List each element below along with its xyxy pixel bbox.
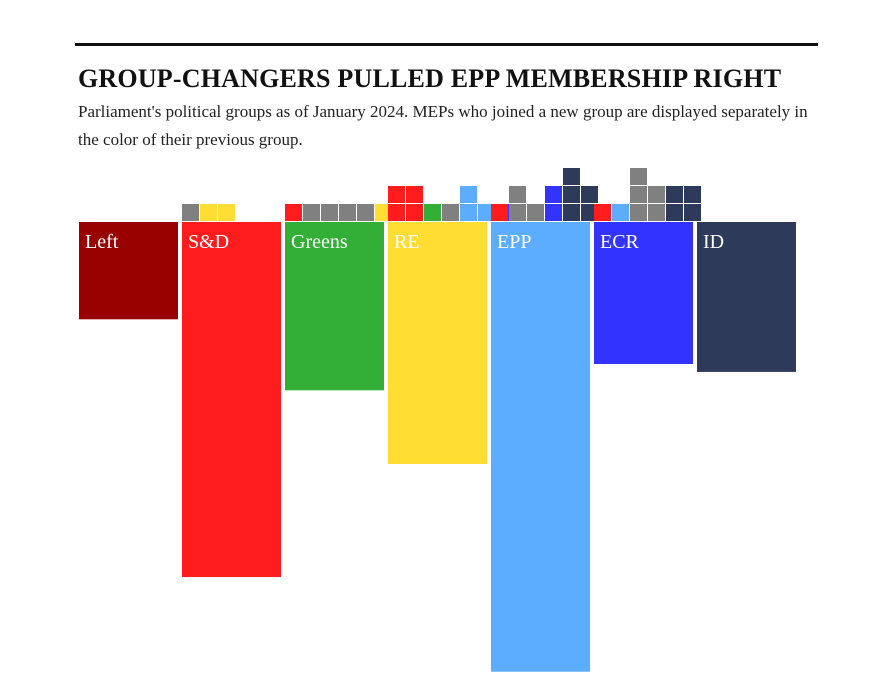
bar-id (697, 222, 796, 372)
switcher-re-from-s-d (406, 186, 423, 203)
switcher-ecr-from-id (684, 186, 701, 203)
switcher-epp-from-id (563, 204, 580, 221)
switcher-s-d-from-re (218, 204, 235, 221)
switcher-ecr-from-id (666, 204, 683, 221)
switcher-re-from-epp (460, 186, 477, 203)
switcher-greens-from-non-attached (357, 204, 374, 221)
switcher-epp-from-non-attached (509, 186, 526, 203)
switcher-epp-from-id (581, 186, 598, 203)
switcher-ecr-from-id (666, 186, 683, 203)
switcher-s-d-from-non-attached (182, 204, 199, 221)
switcher-greens-from-non-attached (321, 204, 338, 221)
bar-re (388, 222, 487, 464)
switcher-greens-from-re (375, 204, 392, 221)
switcher-ecr-from-non-attached (630, 186, 647, 203)
switcher-epp-from-ecr (545, 204, 562, 221)
chart-subtitle: Parliament's political groups as of Janu… (78, 102, 808, 149)
label-re: RE (394, 231, 420, 253)
label-greens: Greens (291, 231, 348, 253)
switcher-epp-from-s-d (491, 204, 508, 221)
label-epp: EPP (497, 231, 531, 253)
switcher-greens-from-non-attached (339, 204, 356, 221)
switcher-epp-from-id (581, 204, 598, 221)
switcher-epp-from-non-attached (509, 204, 526, 221)
switcher-ecr-from-id (684, 204, 701, 221)
switcher-re-from-non-attached (442, 204, 459, 221)
switcher-re-from-s-d (388, 186, 405, 203)
label-id: ID (703, 231, 724, 253)
label-left: Left (85, 231, 119, 253)
bar-greens (285, 222, 384, 391)
label-ecr: ECR (600, 231, 640, 253)
switcher-ecr-from-s-d (594, 204, 611, 221)
switcher-ecr-from-non-attached (630, 204, 647, 221)
switcher-s-d-from-re (200, 204, 217, 221)
switcher-ecr-from-non-attached (648, 186, 665, 203)
switcher-epp-from-id (563, 186, 580, 203)
switcher-epp-from-ecr (545, 186, 562, 203)
switcher-ecr-from-non-attached (630, 168, 647, 185)
switcher-re-from-greens (424, 204, 441, 221)
label-s-d: S&D (188, 231, 229, 253)
switcher-re-from-s-d (406, 204, 423, 221)
switcher-greens-from-non-attached (303, 204, 320, 221)
chart-title: GROUP-CHANGERS PULLED EPP MEMBERSHIP RIG… (78, 64, 782, 93)
switcher-re-from-epp (478, 204, 495, 221)
bar-left (79, 222, 178, 320)
bar-s-d (182, 222, 281, 578)
top-rule (75, 43, 818, 46)
switcher-re-from-epp (460, 204, 477, 221)
switcher-re-from-s-d (388, 204, 405, 221)
switcher-epp-from-id (563, 168, 580, 185)
switcher-epp-from-non-attached (527, 204, 544, 221)
switcher-ecr-from-non-attached (648, 204, 665, 221)
bar-epp (491, 222, 590, 672)
bar-ecr (594, 222, 693, 365)
switcher-ecr-from-epp (612, 204, 629, 221)
switcher-greens-from-s-d (285, 204, 302, 221)
